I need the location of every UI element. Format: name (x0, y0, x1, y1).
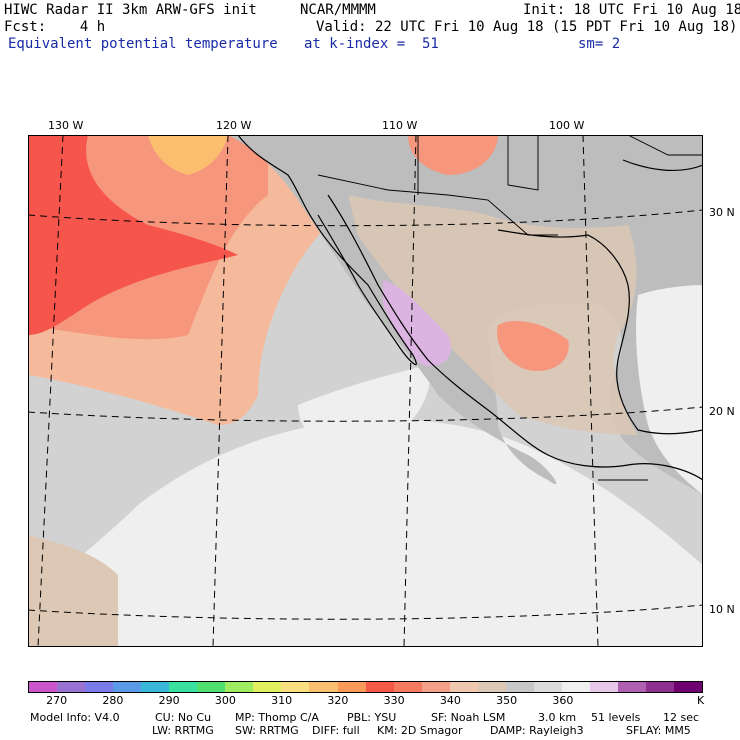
footer-grid-spacing: 3.0 km (538, 711, 577, 724)
footer-cu: CU: No Cu (155, 711, 212, 724)
us-mexico-border (317, 174, 558, 236)
colorbar-cell (477, 682, 506, 692)
gulf-coast (497, 229, 703, 435)
footer-pbl: PBL: YSU (347, 711, 397, 724)
colorbar-label: 270 (46, 694, 68, 707)
state-border-3 (627, 135, 703, 156)
field-name: Equivalent potential temperature (8, 36, 278, 52)
coastlines (237, 135, 703, 481)
footer-diff: DIFF: full (312, 724, 360, 737)
light-ocean-region (28, 419, 703, 647)
grid-lon-110w (403, 135, 417, 647)
footer-lw: LW: RRTMG (152, 724, 214, 737)
colorbar-cell (309, 682, 338, 692)
state-border-2 (507, 135, 539, 191)
colorbar-cell (449, 682, 478, 692)
texas-coast (622, 159, 703, 172)
colorbar-label: 360 (552, 694, 574, 707)
lon-label-130w: 130 W (48, 119, 84, 132)
lon-label-110w: 110 W (382, 119, 418, 132)
colorbar (28, 681, 703, 693)
valid-time: Valid: 22 UTC Fri 10 Aug 18 (15 PDT Fri … (316, 19, 738, 35)
map-frame (28, 135, 703, 647)
grid-lon-120w (212, 135, 229, 647)
colorbar-label: 310 (271, 694, 293, 707)
colorbar-label: 290 (158, 694, 180, 707)
grid-lon-100w (582, 135, 599, 647)
grid-lat-20n (28, 406, 703, 422)
colorbar-label: 350 (496, 694, 518, 707)
colorbar-cell (674, 682, 703, 692)
colorbar-cell (589, 682, 618, 692)
colorbar-cell (197, 682, 226, 692)
colorbar-cell (561, 682, 590, 692)
lat-label-20n: 20 N (709, 405, 735, 418)
lat-label-30n: 30 N (709, 206, 735, 219)
colorbar-label: 300 (214, 694, 236, 707)
light-ocean-region-north (298, 365, 430, 455)
grid-lat-10n (28, 604, 703, 620)
org-label: NCAR/MMMM (300, 2, 376, 18)
colorbar-cell (617, 682, 647, 692)
baja-west-coast (237, 135, 417, 366)
lon-label-100w: 100 W (549, 119, 585, 132)
salmon-pocket-mexico (497, 320, 569, 371)
colorbar-cell (393, 682, 422, 692)
smoothing: sm= 2 (578, 36, 621, 52)
footer-damp: DAMP: Rayleigh3 (490, 724, 584, 737)
lavender-region (383, 280, 452, 366)
colorbar-cell (113, 682, 142, 692)
colorbar-cell (421, 682, 450, 692)
colorbar-cell (57, 682, 86, 692)
colorbar-cell (225, 682, 254, 692)
tan-region-sw (28, 535, 118, 647)
colorbar-cell (141, 682, 170, 692)
colorbar-label: 320 (327, 694, 349, 707)
colorbar-unit: K (697, 694, 705, 707)
lat-label-10n: 10 N (709, 603, 735, 616)
grid-lon-130w (37, 135, 64, 647)
colorbar-cell (281, 682, 310, 692)
footer-sf: SF: Noah LSM (431, 711, 506, 724)
footer-model-info: Model Info: V4.0 (30, 711, 120, 724)
footer-levels: 51 levels (591, 711, 641, 724)
red-region (28, 135, 238, 335)
colorbar-cell (533, 682, 562, 692)
colorbar-label: 330 (383, 694, 405, 707)
equivalent-potential-temperature-map (28, 135, 703, 647)
colorbar-cell (85, 682, 114, 692)
footer-mp: MP: Thomp C/A (235, 711, 319, 724)
footer-sflay: SFLAY: MM5 (626, 724, 691, 737)
colorbar-label: 340 (439, 694, 461, 707)
colorbar-cell (169, 682, 198, 692)
forecast-hour: Fcst: 4 h (4, 19, 106, 35)
colorbar-cell (646, 682, 675, 692)
grid-lat-30n (28, 209, 703, 227)
orange-region (148, 135, 228, 175)
salmon-pocket-north (408, 135, 498, 175)
colorbar-label: 280 (102, 694, 124, 707)
footer-sw: SW: RRTMG (235, 724, 299, 737)
mainland-pacific-coast (327, 194, 703, 481)
political-borders (317, 135, 703, 481)
colorbar-cell (365, 682, 394, 692)
colorbar-cell (337, 682, 366, 692)
lat-lon-grid (28, 135, 703, 647)
footer-timestep: 12 sec (663, 711, 700, 724)
light-land-region-ne (636, 285, 703, 495)
level-index: at k-index = 51 (304, 36, 439, 52)
lon-label-120w: 120 W (216, 119, 252, 132)
init-time: Init: 18 UTC Fri 10 Aug 18 (523, 2, 740, 18)
footer-km: KM: 2D Smagor (377, 724, 463, 737)
mexico-tan-region (348, 195, 638, 435)
colorbar-cell (29, 682, 58, 692)
colorbar-cell (505, 682, 534, 692)
colorbar-cell (253, 682, 282, 692)
model-title: HIWC Radar II 3km ARW-GFS init (4, 2, 257, 18)
